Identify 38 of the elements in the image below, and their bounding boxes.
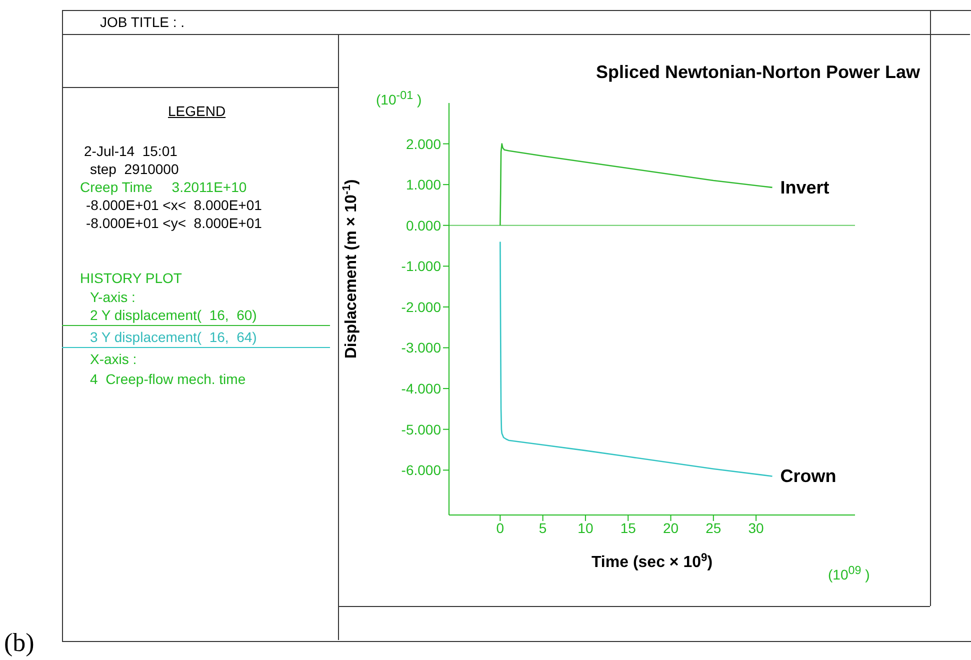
y-tick-label: 1.000 <box>406 176 442 193</box>
text: (10$^{-01}$ ) <box>376 89 422 108</box>
y-tick-label: -6.000 <box>401 462 442 478</box>
y-tick-label: 0.000 <box>406 217 442 234</box>
y-tick-label: -1.000 <box>401 258 442 274</box>
text: JOB TITLE : . <box>100 14 185 30</box>
y-tick-label: 2.000 <box>406 136 442 152</box>
text: (b) <box>4 628 34 658</box>
x-tick-label: 0 <box>496 520 504 536</box>
y-tick-label: -5.000 <box>401 421 442 438</box>
text: HISTORY PLOT <box>80 270 182 286</box>
series-label: Invert <box>780 177 830 198</box>
series-label: Crown <box>780 466 836 486</box>
text: LEGEND <box>168 103 226 119</box>
line-series <box>500 143 773 226</box>
y-tick-label: -2.000 <box>401 298 442 315</box>
x-tick-label: 15 <box>620 520 636 536</box>
x-axis-title: Time (sec × 10$^{9}$) <box>591 552 713 571</box>
x-tick-label: 25 <box>706 520 722 536</box>
text: 2 Y displacement( 16, 60) <box>90 307 257 323</box>
text: step 2910000 <box>90 161 179 177</box>
text: 4 Creep-flow mech. time <box>90 371 246 387</box>
line-series <box>500 241 773 477</box>
y-tick-label: -3.000 <box>401 340 442 356</box>
text: Creep Time 3.2011E+10 <box>80 179 247 195</box>
y-tick-label: -4.000 <box>401 380 442 397</box>
text: 3 Y displacement( 16, 64) <box>90 329 257 345</box>
text: (10$^{09}$ ) <box>828 564 870 583</box>
text: -8.000E+01 <y< 8.000E+01 <box>86 215 262 231</box>
chart-title: Spliced Newtonian-Norton Power Law <box>594 62 920 83</box>
x-tick-label: 5 <box>538 520 547 536</box>
text: 2-Jul-14 15:01 <box>84 143 178 159</box>
text: Y-axis : <box>90 289 136 305</box>
x-tick-label: 20 <box>662 520 679 536</box>
text: -8.000E+01 <x< 8.000E+01 <box>86 197 262 213</box>
text: X-axis : <box>90 351 137 367</box>
x-tick-label: 10 <box>578 520 594 536</box>
x-tick-label: 30 <box>748 520 764 536</box>
